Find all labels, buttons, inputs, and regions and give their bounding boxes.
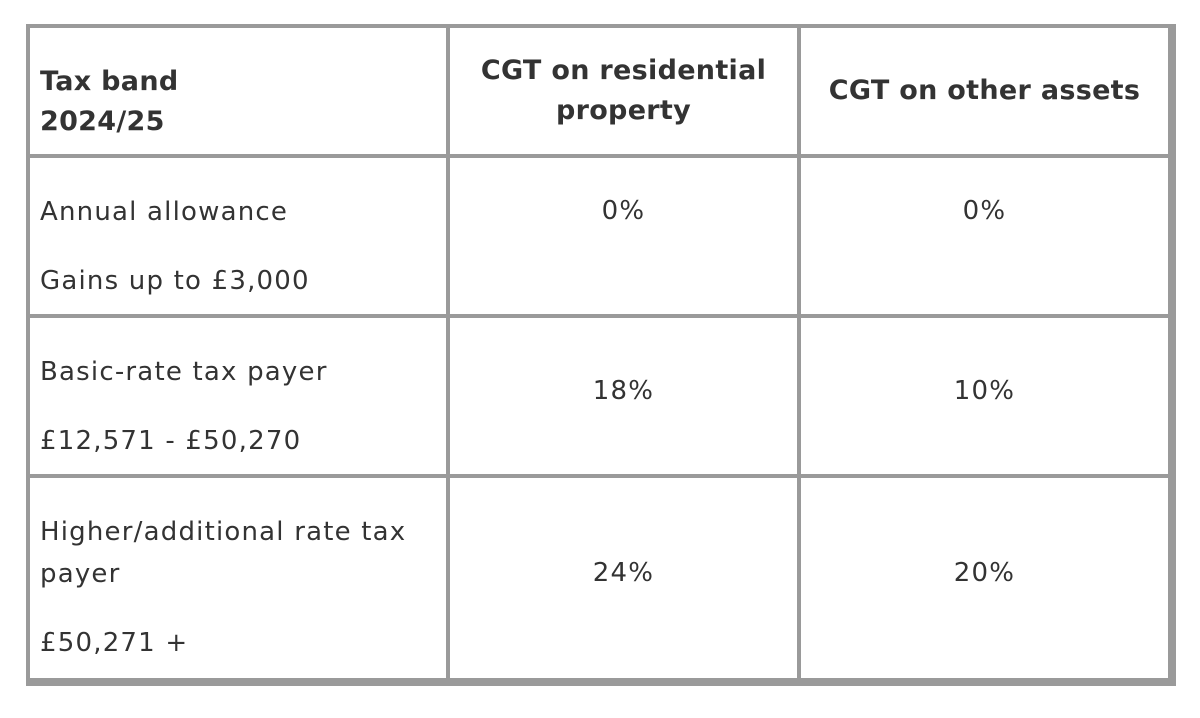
row-basic-rate-other: 10% [801,318,1168,474]
cgt-rates-table: Tax band 2024/25 CGT on residential prop… [26,24,1176,686]
row-annual-allowance-other: 0% [801,158,1168,314]
row-annual-allowance-residential: 0% [450,158,797,314]
row-annual-allowance-label: Annual allowance Gains up to £3,000 [30,158,446,314]
header-cgt-other-label: CGT on other assets [828,75,1141,106]
header-tax-band-line1: Tax band [40,66,179,97]
row-higher-rate-residential: 24% [450,478,797,678]
row-higher-rate-title-cont: payer [40,559,121,589]
rate-value: 18% [592,376,655,406]
row-basic-rate-residential: 18% [450,318,797,474]
header-cgt-other: CGT on other assets [801,28,1168,154]
header-cgt-residential-line1: CGT on residential [480,55,767,86]
row-basic-rate-range: £12,571 - £50,270 [40,426,302,456]
rate-value: 0% [962,196,1007,226]
rate-value: 0% [601,196,646,226]
row-annual-allowance-range: Gains up to £3,000 [40,266,310,296]
rate-value: 10% [953,376,1016,406]
row-higher-rate-other: 20% [801,478,1168,678]
header-cgt-residential-line2: property [555,95,692,126]
header-tax-band: Tax band 2024/25 [30,28,446,154]
rate-value: 24% [592,558,655,588]
rate-value: 20% [953,558,1016,588]
row-higher-rate-label: Higher/additional rate tax payer £50,271… [30,478,446,678]
header-tax-band-line2: 2024/25 [40,106,165,137]
row-annual-allowance-title: Annual allowance [40,197,289,227]
header-cgt-residential: CGT on residential property [450,28,797,154]
row-basic-rate-title: Basic-rate tax payer [40,357,328,387]
row-higher-rate-title: Higher/additional rate tax [40,517,407,547]
row-basic-rate-label: Basic-rate tax payer £12,571 - £50,270 [30,318,446,474]
row-higher-rate-range: £50,271 + [40,628,189,658]
